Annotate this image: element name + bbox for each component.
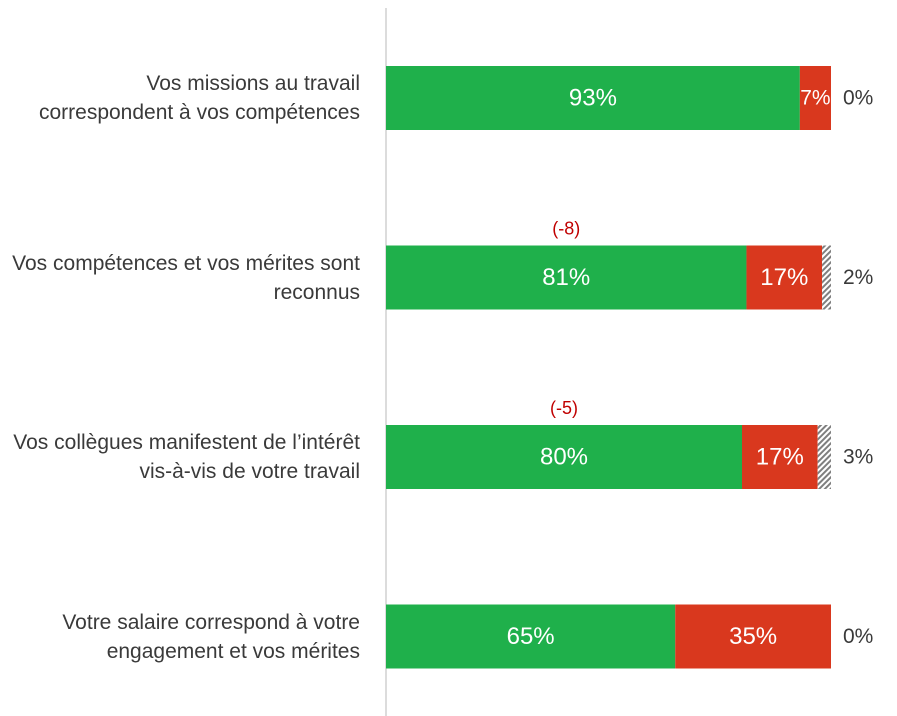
annotation: (-5) — [550, 398, 578, 418]
value-label: 81% — [542, 264, 590, 291]
value-label: 2% — [843, 266, 873, 289]
bar-segment — [817, 425, 831, 489]
bar-segment — [822, 245, 831, 310]
bar-segment — [386, 425, 742, 489]
bar-segment — [799, 66, 831, 130]
value-label: 17% — [756, 443, 804, 470]
category-label: Vos missions au travail correspondent à … — [38, 72, 360, 124]
value-label: 65% — [507, 623, 555, 650]
value-label: 0% — [843, 625, 873, 648]
bar-segment — [675, 604, 831, 669]
category-label: Vos collègues manifestent de l’intérêt v… — [13, 431, 360, 483]
value-label: 80% — [540, 443, 588, 470]
annotation: (-8) — [552, 218, 580, 238]
value-label: 0% — [843, 87, 873, 110]
bar-segment — [742, 425, 818, 489]
bar-segment — [386, 604, 676, 669]
category-label: Vos compétences et vos mérites sont reco… — [12, 251, 360, 304]
bar-segment — [386, 66, 800, 130]
value-label: 3% — [843, 446, 873, 469]
bar-segment — [386, 245, 747, 310]
value-label: 35% — [729, 623, 777, 650]
value-label: 93% — [569, 84, 617, 111]
value-label: 17% — [760, 264, 808, 291]
category-label: Votre salaire correspond à votre engagem… — [62, 610, 360, 663]
value-label: 7% — [800, 87, 830, 110]
bar-segment — [746, 245, 823, 310]
